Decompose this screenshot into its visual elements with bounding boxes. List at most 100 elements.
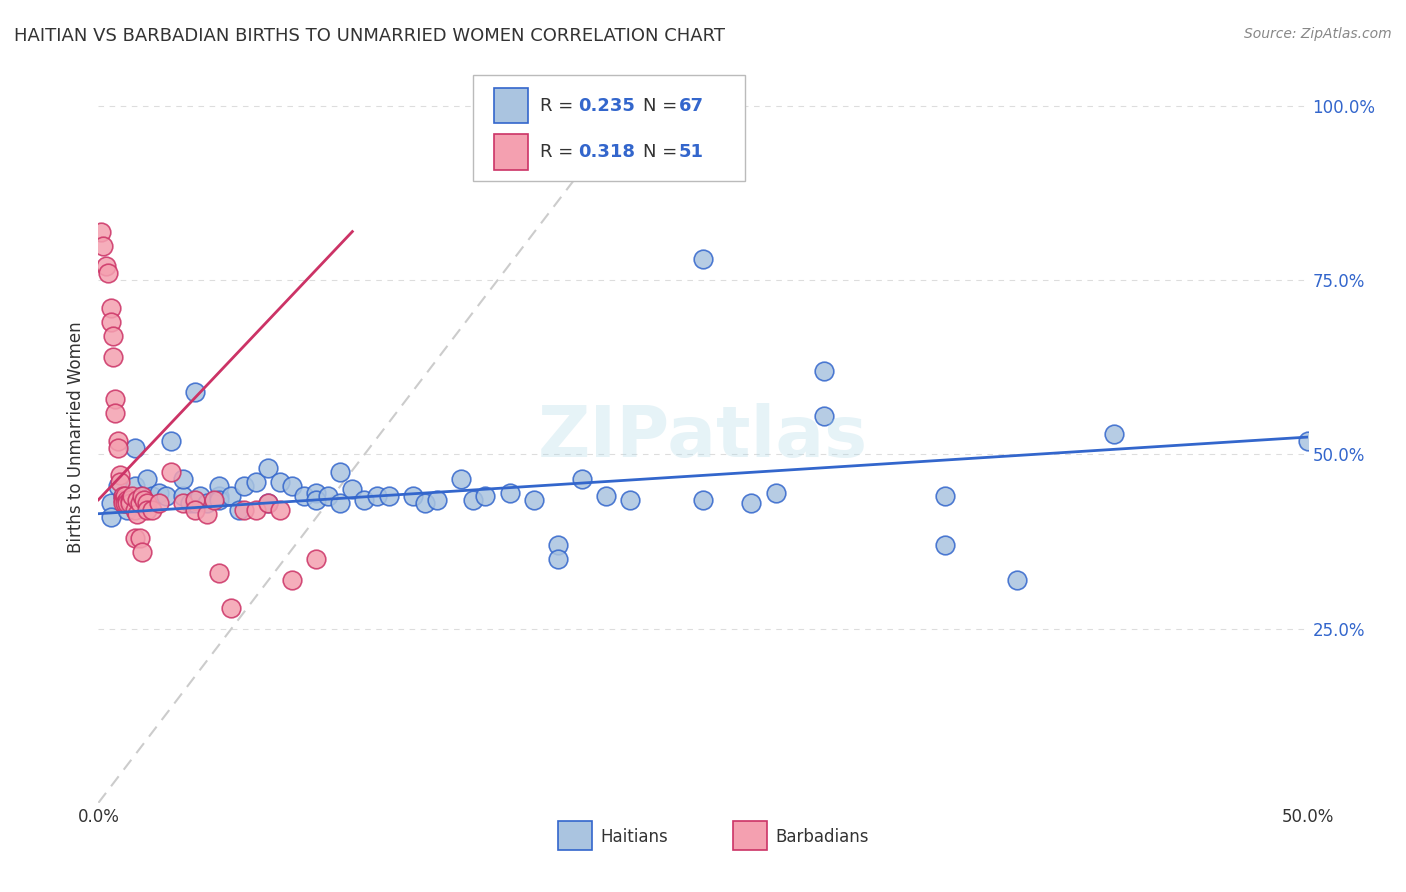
Point xyxy=(474,489,496,503)
Point xyxy=(208,566,231,580)
Point xyxy=(104,392,127,406)
Text: 51: 51 xyxy=(679,143,704,161)
Point xyxy=(934,489,956,503)
Point xyxy=(292,489,315,503)
Point xyxy=(450,472,472,486)
Point xyxy=(692,492,714,507)
Text: Haitians: Haitians xyxy=(600,828,668,847)
Point xyxy=(1007,573,1029,587)
Point xyxy=(353,492,375,507)
Point xyxy=(232,479,254,493)
Point xyxy=(184,503,207,517)
FancyBboxPatch shape xyxy=(558,821,592,850)
Point xyxy=(619,492,641,507)
Point xyxy=(117,496,139,510)
Text: Barbadians: Barbadians xyxy=(776,828,869,847)
Point xyxy=(97,266,120,280)
Point xyxy=(221,489,243,503)
Point xyxy=(342,483,364,497)
Point xyxy=(107,441,129,455)
Text: 0.318: 0.318 xyxy=(578,143,636,161)
Point xyxy=(100,510,122,524)
Point xyxy=(91,238,114,252)
Point xyxy=(281,573,304,587)
Text: N =: N = xyxy=(643,143,682,161)
Point xyxy=(134,492,156,507)
Point xyxy=(148,496,170,510)
Point xyxy=(127,492,149,507)
Point xyxy=(188,489,211,503)
Point xyxy=(269,503,291,517)
Point xyxy=(131,489,153,503)
Point xyxy=(135,472,157,486)
Point xyxy=(155,489,177,503)
Point xyxy=(692,252,714,267)
Point xyxy=(107,479,129,493)
Point xyxy=(208,492,231,507)
Point xyxy=(135,503,157,517)
Point xyxy=(114,489,136,503)
FancyBboxPatch shape xyxy=(494,88,527,123)
Point xyxy=(813,409,835,424)
Point xyxy=(184,492,207,507)
Point xyxy=(204,492,226,507)
Point xyxy=(179,496,201,510)
Point xyxy=(305,552,328,566)
Point xyxy=(114,496,136,510)
Point xyxy=(118,492,141,507)
Point xyxy=(934,538,956,552)
Point xyxy=(94,260,117,274)
FancyBboxPatch shape xyxy=(474,75,745,181)
Point xyxy=(124,479,146,493)
Point xyxy=(124,441,146,455)
Point xyxy=(366,489,388,503)
Point xyxy=(208,489,231,503)
Point xyxy=(128,531,150,545)
Point xyxy=(124,531,146,545)
Point xyxy=(523,492,546,507)
Point xyxy=(329,465,352,479)
Point xyxy=(101,329,124,343)
Point xyxy=(765,485,787,500)
Point xyxy=(305,492,328,507)
Point xyxy=(100,301,122,316)
Point xyxy=(100,315,122,329)
Point xyxy=(172,496,194,510)
Point xyxy=(463,492,485,507)
Point xyxy=(221,600,243,615)
Point xyxy=(135,496,157,510)
Point xyxy=(269,475,291,490)
Point xyxy=(111,492,134,507)
Point xyxy=(1296,434,1319,448)
Point xyxy=(547,552,569,566)
Point xyxy=(111,489,134,503)
Point xyxy=(160,434,183,448)
Text: N =: N = xyxy=(643,97,682,115)
Point xyxy=(232,503,254,517)
Point xyxy=(1102,426,1125,441)
Point xyxy=(245,475,267,490)
Text: R =: R = xyxy=(540,143,579,161)
Point xyxy=(108,468,131,483)
FancyBboxPatch shape xyxy=(734,821,768,850)
Point xyxy=(571,472,593,486)
Point xyxy=(111,489,134,503)
Point xyxy=(111,496,134,510)
Point xyxy=(118,496,141,510)
Point xyxy=(377,489,399,503)
Text: ZIPatlas: ZIPatlas xyxy=(538,402,868,472)
Point xyxy=(256,496,278,510)
Point xyxy=(281,479,304,493)
Text: Source: ZipAtlas.com: Source: ZipAtlas.com xyxy=(1244,27,1392,41)
Text: R =: R = xyxy=(540,97,579,115)
Point xyxy=(402,489,425,503)
Point xyxy=(117,492,139,507)
Text: HAITIAN VS BARBADIAN BIRTHS TO UNMARRIED WOMEN CORRELATION CHART: HAITIAN VS BARBADIAN BIRTHS TO UNMARRIED… xyxy=(14,27,725,45)
Point xyxy=(413,496,436,510)
Point xyxy=(256,461,278,475)
Text: 0.235: 0.235 xyxy=(578,97,636,115)
Point xyxy=(148,485,170,500)
Point xyxy=(135,492,157,507)
Point xyxy=(228,503,250,517)
Point xyxy=(195,496,218,510)
